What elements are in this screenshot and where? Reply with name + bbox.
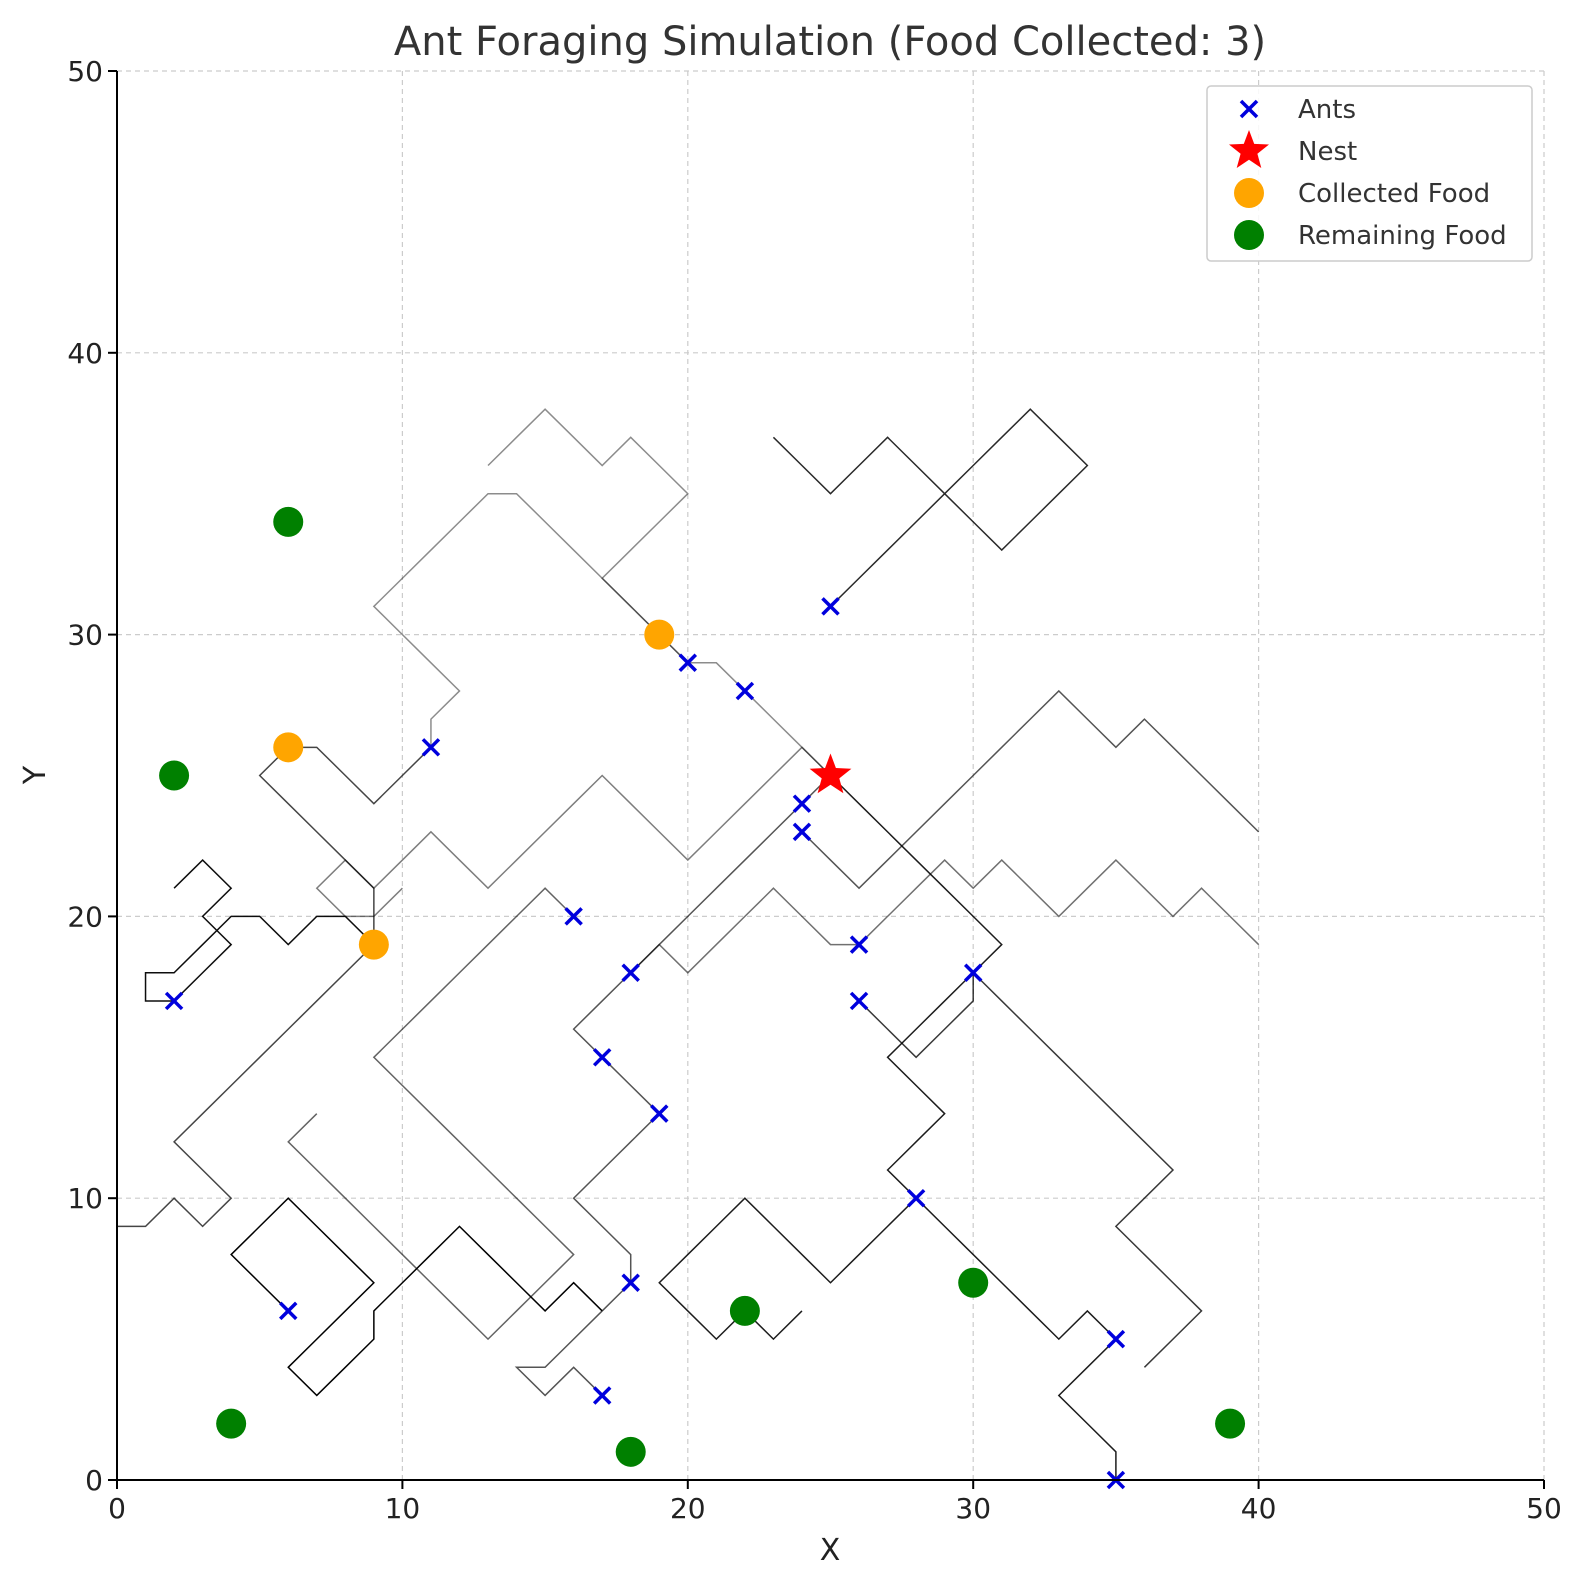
legend-label-nest: Nest [1298,137,1357,167]
ant-trail [858,970,1203,1368]
ant-point [592,1386,612,1405]
legend-symbol-ants [1239,99,1259,119]
ant-point [735,681,755,701]
ant-trail [144,858,375,1002]
ant-point [792,794,812,813]
y-tick-label: 40 [67,337,103,370]
ant-point [164,991,184,1011]
y-tick-label: 0 [85,1464,103,1497]
remaining-food-point [615,1436,646,1467]
legend: Ants Nest Collected Food Remaining Food [1206,85,1533,262]
legend-symbol-nest [1229,130,1269,168]
y-axis-label: Y [18,765,53,785]
legend-label-collected-food: Collected Food [1298,179,1490,209]
remaining-food-point [273,506,304,537]
collected-food-point [273,732,304,763]
y-tick-label: 30 [67,619,103,652]
collected-food-point [358,929,389,960]
ant-point [621,1273,640,1292]
remaining-food-point [958,1267,989,1298]
ant-point [421,738,441,757]
ant-point [963,963,983,982]
grid [116,70,1545,1481]
x-tick-label: 0 [108,1492,126,1525]
ant-trail [372,492,832,777]
legend-symbol-collected-food [1234,178,1264,208]
ant-point [849,991,869,1011]
ant-trail [315,746,832,918]
ant-point [279,1301,298,1321]
ant-point [821,597,840,616]
ant-point [621,963,640,982]
ant-point [849,935,869,954]
x-tick-label: 30 [955,1492,991,1525]
ant-trail [801,689,1260,890]
ant-trail [658,1197,917,1341]
ant-trails [117,408,1260,1480]
x-axis-label: X [820,1533,841,1568]
ant-trail [630,858,1260,974]
ant-trail [230,1197,603,1397]
collected-food-point [644,619,675,650]
ant-trail [772,408,1089,607]
ant-point [592,1048,612,1067]
remaining-food-point [729,1295,760,1326]
legend-symbol-remaining-food [1234,220,1264,250]
x-tick-label: 50 [1526,1492,1562,1525]
ant-point [650,1104,669,1123]
y-tick-label: 50 [67,55,103,88]
ant-trail [117,746,432,1228]
ant-trail [829,774,1117,1480]
ant-trail [487,408,689,664]
remaining-food-point [1215,1408,1246,1439]
legend-label-ants: Ants [1298,95,1356,125]
x-tick-label: 20 [670,1492,706,1525]
ant-point [1106,1329,1126,1349]
x-tick-label: 40 [1241,1492,1277,1525]
y-tick-label: 10 [67,1182,103,1215]
ant-trail [287,887,575,1341]
remaining-food-point [216,1408,247,1439]
nest-point [809,753,852,794]
remaining-food-point [159,760,190,791]
ant-point [792,822,812,842]
legend-box [1206,85,1533,262]
chart-title: Ant Foraging Simulation (Food Collected:… [394,19,1266,65]
legend-symbols [1229,99,1269,250]
ant-point [906,1188,926,1208]
y-tick-label: 20 [67,900,103,933]
ant-point [678,653,698,673]
markers [159,506,1246,1490]
x-tick-label: 10 [385,1492,421,1525]
axis-ticks: 0 10 20 30 40 50 0 10 20 30 40 50 [67,55,1561,1525]
ant-trail [514,774,832,1397]
ant-point [564,907,583,926]
legend-label-remaining-food: Remaining Food [1298,221,1507,251]
